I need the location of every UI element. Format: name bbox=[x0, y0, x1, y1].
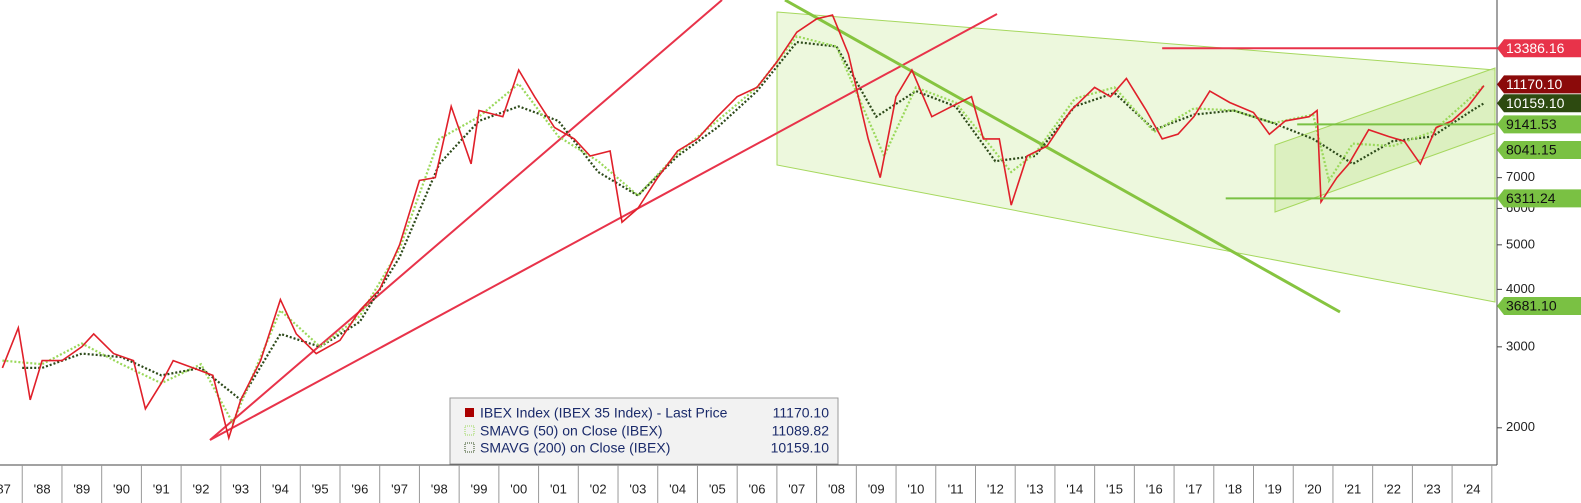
trend-channel bbox=[1274, 67, 1496, 213]
price-tag bbox=[1497, 39, 1581, 58]
price-tag bbox=[1497, 189, 1581, 208]
x-tick-label: '20 bbox=[1305, 481, 1322, 496]
x-tick-label: '22 bbox=[1384, 481, 1401, 496]
x-tick-label: '97 bbox=[391, 481, 408, 496]
x-tick-label: '10 bbox=[907, 481, 924, 496]
x-tick-label: '13 bbox=[1027, 481, 1044, 496]
y-tick-label: 5000 bbox=[1506, 236, 1535, 251]
trend-line bbox=[209, 13, 998, 441]
x-tick-label: '16 bbox=[1146, 481, 1163, 496]
x-tick-label: '17 bbox=[1185, 481, 1202, 496]
x-tick-label: '01 bbox=[550, 481, 567, 496]
x-tick-label: '02 bbox=[590, 481, 607, 496]
y-tick-label: 3000 bbox=[1506, 338, 1535, 353]
x-tick-label: '14 bbox=[1066, 481, 1083, 496]
x-tick-label: '98 bbox=[431, 481, 448, 496]
x-tick-label: '09 bbox=[868, 481, 885, 496]
x-tick-label: '03 bbox=[629, 481, 646, 496]
legend-swatch bbox=[465, 408, 474, 417]
x-tick-label: '87 bbox=[0, 481, 11, 496]
y-tick-label: 7000 bbox=[1506, 169, 1535, 184]
x-tick-label: '24 bbox=[1463, 481, 1480, 496]
x-tick-label: '21 bbox=[1344, 481, 1361, 496]
price-tag-label: 13386.16 bbox=[1506, 40, 1565, 56]
legend-label: IBEX Index (IBEX 35 Index) - Last Price bbox=[480, 405, 728, 421]
x-tick-label: '11 bbox=[948, 481, 964, 496]
x-tick-label: '15 bbox=[1106, 481, 1123, 496]
x-tick-label: '99 bbox=[471, 481, 488, 496]
legend-value: 11089.82 bbox=[772, 423, 830, 439]
x-tick-label: '88 bbox=[34, 481, 51, 496]
x-tick-label: '96 bbox=[351, 481, 368, 496]
x-tick-label: '07 bbox=[788, 481, 805, 496]
x-tick-label: '00 bbox=[510, 481, 527, 496]
price-tag-label: 9141.53 bbox=[1506, 116, 1557, 132]
legend-label: SMAVG (50) on Close (IBEX) bbox=[480, 423, 663, 439]
price-tag bbox=[1497, 296, 1581, 315]
price-tag-label: 10159.10 bbox=[1506, 95, 1565, 111]
price-tag bbox=[1497, 140, 1581, 159]
x-tick-label: '89 bbox=[73, 481, 90, 496]
x-tick-label: '05 bbox=[709, 481, 726, 496]
x-tick-label: '95 bbox=[312, 481, 329, 496]
x-tick-label: '18 bbox=[1225, 481, 1242, 496]
x-tick-label: '08 bbox=[828, 481, 845, 496]
x-tick-label: '93 bbox=[232, 481, 249, 496]
price-tag bbox=[1497, 75, 1581, 94]
price-tag-label: 3681.10 bbox=[1506, 298, 1557, 314]
x-tick-label: '23 bbox=[1424, 481, 1441, 496]
y-tick-label: 2000 bbox=[1506, 419, 1535, 434]
legend-swatch bbox=[464, 425, 475, 436]
price-tag-label: 11170.10 bbox=[1506, 76, 1563, 92]
trend-channel bbox=[776, 11, 1496, 303]
price-tag bbox=[1497, 94, 1581, 113]
legend-swatch bbox=[464, 442, 475, 453]
x-tick-label: '91 bbox=[153, 481, 170, 496]
trend-line bbox=[784, 0, 1341, 314]
legend-label: SMAVG (200) on Close (IBEX) bbox=[480, 440, 670, 456]
price-tag bbox=[1497, 115, 1581, 134]
trend-line bbox=[209, 0, 723, 441]
price-tag-label: 8041.15 bbox=[1506, 142, 1557, 158]
x-tick-label: '94 bbox=[272, 481, 289, 496]
price-tag-label: 6311.24 bbox=[1506, 190, 1556, 206]
legend-value: 10159.10 bbox=[771, 440, 830, 456]
legend: IBEX Index (IBEX 35 Index) - Last Price … bbox=[449, 397, 839, 465]
legend-box bbox=[449, 397, 839, 465]
x-tick-label: '06 bbox=[749, 481, 766, 496]
x-tick-label: '19 bbox=[1265, 481, 1282, 496]
x-tick-label: '92 bbox=[192, 481, 209, 496]
series-line bbox=[22, 40, 1485, 402]
y-tick-label: 4000 bbox=[1506, 281, 1535, 296]
series-line bbox=[1, 14, 1485, 441]
legend-value: 11170.10 bbox=[773, 405, 830, 421]
x-tick-label: '12 bbox=[987, 481, 1004, 496]
x-tick-label: '04 bbox=[669, 481, 686, 496]
x-tick-label: '90 bbox=[113, 481, 130, 496]
